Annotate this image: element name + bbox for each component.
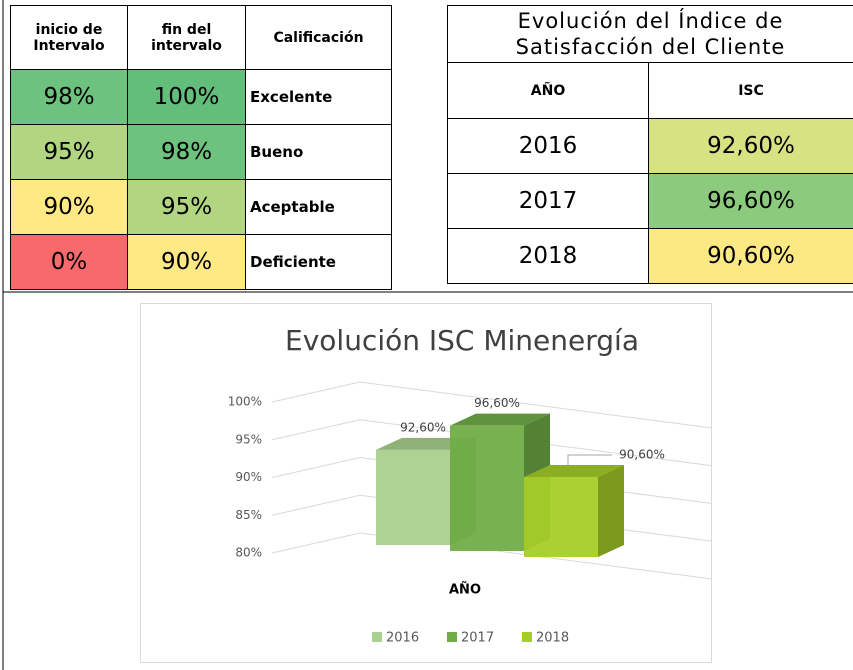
data-label: 90,60%: [619, 447, 665, 461]
label-leader: [567, 454, 612, 465]
bar: [524, 476, 598, 557]
y-tick-label: 85%: [235, 508, 262, 522]
header-cell: fin del intervalo: [127, 5, 246, 70]
cell: 0%: [10, 234, 128, 290]
y-tick-label: 80%: [235, 546, 262, 560]
data-label: 92,60%: [400, 420, 446, 434]
cell: 2018: [447, 228, 649, 284]
rating-table: inicio de Intervalo fin del intervalo Ca…: [10, 5, 392, 290]
cell: 90%: [10, 179, 128, 235]
cell: 98%: [127, 124, 246, 180]
cell: Aceptable: [245, 179, 392, 235]
table-title: Evolución del Índice de Satisfacción del…: [446, 5, 853, 63]
cell: 90%: [127, 234, 246, 290]
cell: Deficiente: [245, 234, 392, 290]
cell: 96,60%: [647, 173, 853, 229]
isc-table: Evolución del Índice de Satisfacción del…: [446, 5, 853, 284]
y-tick-label: 90%: [235, 470, 262, 484]
bar: [376, 449, 450, 545]
y-tick-label: 100%: [228, 395, 262, 409]
bar-side: [598, 464, 624, 557]
legend-label: 2018: [536, 631, 569, 646]
cell: 95%: [10, 124, 128, 180]
header-cell: ISC: [647, 62, 853, 119]
cell: 98%: [10, 69, 128, 125]
legend-label: 2016: [386, 631, 419, 646]
cell: Excelente: [245, 69, 392, 125]
header-cell: AÑO: [447, 62, 649, 119]
legend-label: 2017: [461, 631, 494, 646]
cell: 2017: [447, 173, 649, 229]
cell: 95%: [127, 179, 246, 235]
legend-swatch: [372, 632, 382, 642]
grid-line: [271, 532, 713, 580]
bar: [450, 425, 524, 551]
cell: 2016: [447, 118, 649, 174]
cell: Bueno: [245, 124, 392, 180]
legend-swatch: [522, 632, 532, 642]
cell: 100%: [127, 69, 246, 125]
grid-line: [271, 419, 713, 467]
bar-top: [524, 464, 624, 477]
header-cell: inicio de Intervalo: [10, 5, 128, 70]
header-cell: Calificación: [245, 5, 392, 70]
x-axis-label: AÑO: [449, 582, 481, 598]
data-label: 96,60%: [474, 396, 520, 410]
grid-line: [271, 381, 713, 429]
cell: 90,60%: [647, 228, 853, 284]
chart-title: Evolución ISC Minenergía: [285, 324, 639, 357]
bar-top: [450, 413, 550, 426]
cell: 92,60%: [647, 118, 853, 174]
y-tick-label: 95%: [235, 432, 262, 446]
legend-swatch: [447, 632, 457, 642]
